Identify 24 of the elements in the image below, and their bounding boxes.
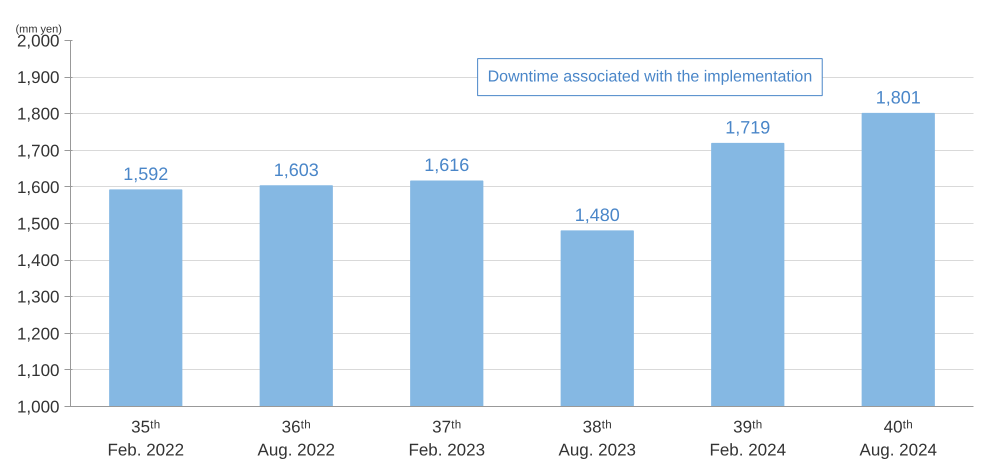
data-label: 1,603 — [274, 160, 319, 180]
y-tick-label: 1,200 — [16, 324, 60, 344]
y-tick-label: 1,700 — [16, 141, 60, 160]
data-label: 1,616 — [424, 155, 470, 176]
annotation: Downtime associated with the implementation — [488, 68, 812, 86]
data-label: 1,801 — [876, 87, 921, 108]
y-tick-label: 1,000 — [16, 398, 60, 416]
data-label: 1,719 — [725, 117, 770, 138]
y-axis-title: (mm yen) — [16, 24, 62, 36]
x-tick-label: 39ᵗʰ Feb. 2024 — [709, 418, 786, 460]
y-tick-label: 1,600 — [16, 178, 60, 197]
y-tick-label: 1,300 — [16, 288, 60, 307]
y-tick-label: 1,900 — [16, 68, 60, 88]
y-tick-label: 1,400 — [16, 251, 60, 270]
y-tick-label: 1,500 — [16, 214, 60, 234]
x-tick-label: 35ᵗʰ Feb. 2022 — [107, 418, 184, 460]
x-tick-label: 38ᵗʰ Aug. 2023 — [558, 418, 636, 460]
data-label: 1,592 — [123, 164, 168, 184]
x-tick-label: 37ᵗʰ Feb. 2023 — [408, 418, 486, 460]
y-tick-label: 1,100 — [16, 360, 60, 380]
data-label: 1,480 — [574, 204, 620, 225]
y-tick-label: 1,800 — [16, 104, 60, 124]
x-tick-label: 36ᵗʰ Aug. 2022 — [257, 418, 336, 460]
x-tick-label: 40ᵗʰ Aug. 2024 — [859, 418, 938, 460]
